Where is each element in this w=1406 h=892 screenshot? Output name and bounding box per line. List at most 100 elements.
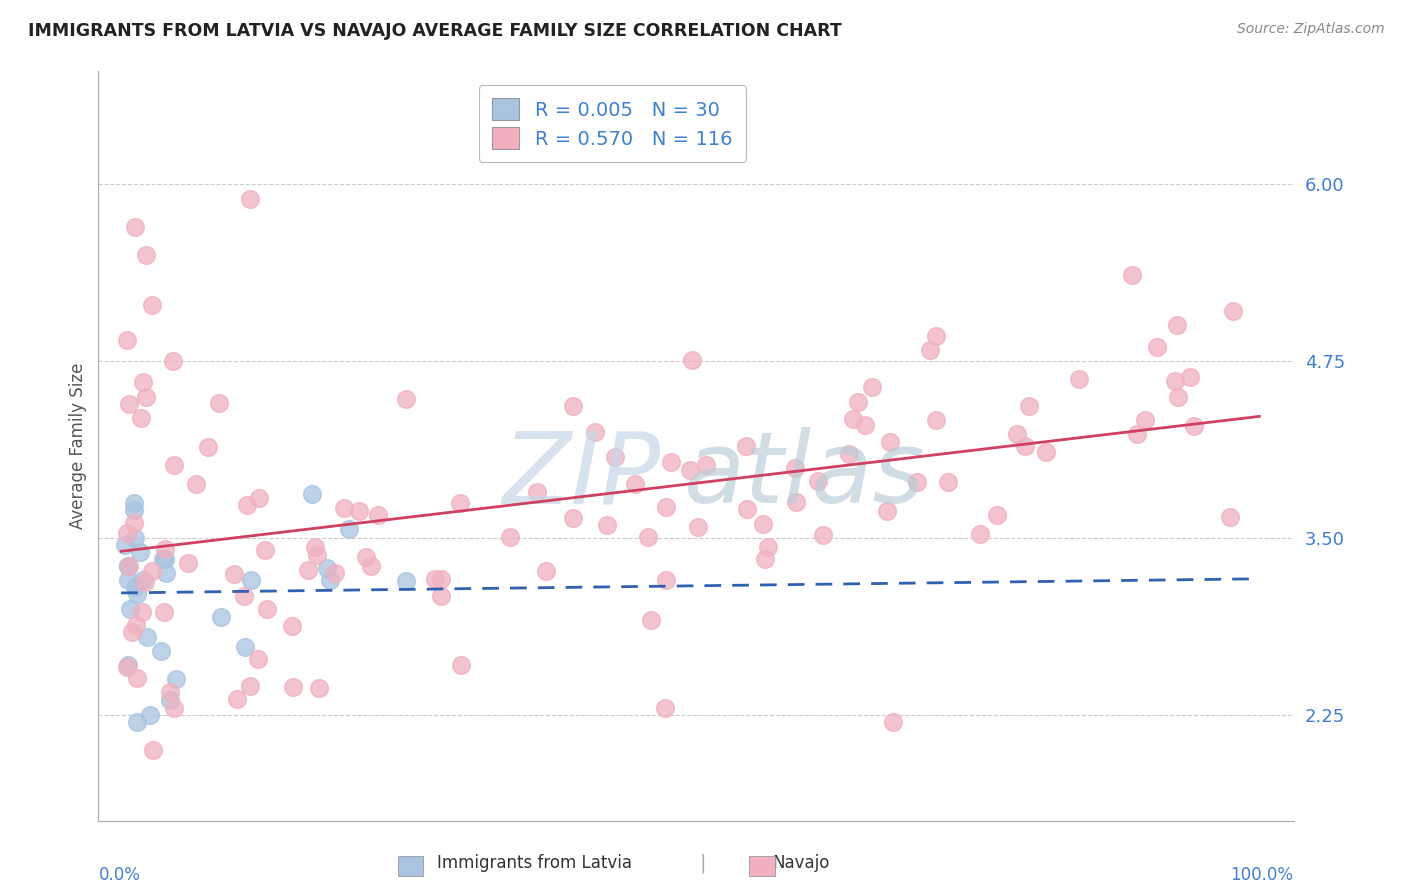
Point [905, 475, 928, 489]
Point [605, 450, 627, 464]
Point [695, 458, 717, 473]
Point [1167, 390, 1189, 404]
Point [129, 410, 152, 425]
Point [142, 743, 165, 757]
Point [125, 618, 148, 632]
Text: ZIP: ZIP [502, 427, 661, 524]
Point [222, 567, 245, 582]
Point [450, 658, 472, 673]
Point [128, 545, 150, 559]
Point [1014, 439, 1036, 453]
Point [150, 644, 173, 658]
Point [132, 574, 155, 588]
Point [323, 566, 346, 581]
Point [117, 559, 139, 574]
Point [561, 399, 583, 413]
Point [654, 700, 676, 714]
Point [131, 605, 153, 619]
Text: Source: ZipAtlas.com: Source: ZipAtlas.com [1237, 22, 1385, 37]
Point [239, 679, 262, 693]
Point [319, 574, 342, 588]
Point [349, 504, 371, 518]
Point [986, 508, 1008, 523]
Point [367, 508, 389, 522]
Point [304, 541, 326, 555]
Point [395, 392, 418, 406]
Point [153, 542, 176, 557]
Point [842, 412, 865, 426]
Point [124, 495, 146, 509]
Point [315, 561, 337, 575]
Point [754, 552, 776, 566]
Point [163, 701, 186, 715]
Point [125, 587, 148, 601]
Point [135, 248, 157, 262]
Point [120, 601, 142, 615]
Point [117, 559, 139, 574]
Text: atlas: atlas [685, 427, 925, 524]
Point [197, 441, 219, 455]
Point [134, 575, 156, 590]
Point [785, 495, 807, 509]
Point [139, 707, 162, 722]
Point [686, 520, 709, 534]
Y-axis label: Average Family Size: Average Family Size [69, 363, 87, 529]
Point [655, 573, 678, 587]
Text: 0.0%: 0.0% [98, 865, 141, 884]
Point [1133, 413, 1156, 427]
Point [354, 549, 377, 564]
Point [860, 380, 883, 394]
Point [124, 531, 146, 545]
Point [1164, 375, 1187, 389]
Text: IMMIGRANTS FROM LATVIA VS NAVAJO AVERAGE FAMILY SIZE CORRELATION CHART: IMMIGRANTS FROM LATVIA VS NAVAJO AVERAGE… [28, 22, 842, 40]
Point [249, 491, 271, 506]
Point [562, 510, 585, 524]
Point [1035, 445, 1057, 459]
Point [297, 564, 319, 578]
Point [155, 566, 177, 581]
Point [124, 219, 146, 234]
Point [655, 500, 678, 514]
Point [247, 652, 270, 666]
Point [333, 501, 356, 516]
Point [534, 564, 557, 578]
Point [1166, 318, 1188, 332]
Point [679, 463, 702, 477]
Point [1126, 426, 1149, 441]
Point [1219, 510, 1241, 524]
Point [239, 573, 262, 587]
Point [115, 660, 138, 674]
Point [735, 439, 758, 453]
Point [640, 613, 662, 627]
Point [637, 530, 659, 544]
Point [308, 681, 330, 695]
Point [280, 619, 302, 633]
Point [918, 343, 941, 358]
Point [936, 475, 959, 490]
Point [115, 526, 138, 541]
Point [425, 572, 447, 586]
Point [132, 376, 155, 390]
Point [253, 542, 276, 557]
Point [141, 564, 163, 578]
Point [395, 574, 418, 588]
Point [124, 502, 146, 516]
Point [153, 605, 176, 619]
Point [233, 589, 256, 603]
Point [117, 574, 139, 588]
Point [136, 630, 159, 644]
Point [855, 418, 877, 433]
Point [256, 601, 278, 615]
Point [184, 477, 207, 491]
Point [811, 528, 834, 542]
Point [122, 516, 145, 530]
Point [1178, 369, 1201, 384]
Point [360, 559, 382, 574]
Point [925, 412, 948, 426]
Point [846, 395, 869, 409]
Point [596, 518, 619, 533]
Point [165, 673, 187, 687]
Legend: R = 0.005   N = 30, R = 0.570   N = 116: R = 0.005 N = 30, R = 0.570 N = 116 [478, 85, 747, 162]
Point [735, 502, 758, 516]
Point [159, 685, 181, 699]
